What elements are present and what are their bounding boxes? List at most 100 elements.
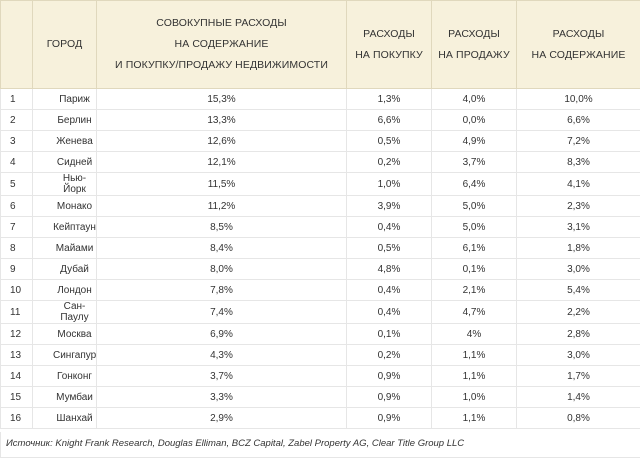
- row-city: Женева: [32, 130, 97, 152]
- row-number: 5: [0, 172, 33, 196]
- row-sell: 4%: [431, 323, 517, 345]
- row-number: 2: [0, 109, 33, 131]
- header-sell-line: НА ПРОДАЖУ: [438, 48, 510, 61]
- row-total: 7,4%: [96, 300, 347, 324]
- row-buy: 0,1%: [346, 323, 432, 345]
- row-total: 3,7%: [96, 365, 347, 387]
- row-total: 12,1%: [96, 151, 347, 173]
- row-sell: 3,7%: [431, 151, 517, 173]
- cost-table-container: ГОРОД СОВОКУПНЫЕ РАСХОДЫ НА СОДЕРЖАНИЕ И…: [0, 0, 640, 429]
- row-number: 7: [0, 216, 33, 238]
- header-number: [0, 0, 33, 89]
- row-number: 6: [0, 195, 33, 217]
- table-row: 13 Сингапур 4,3% 0,2% 1,1% 3,0%: [0, 344, 640, 366]
- row-total: 4,3%: [96, 344, 347, 366]
- row-city: Монако: [32, 195, 97, 217]
- row-maint: 10,0%: [516, 88, 640, 110]
- row-buy: 0,4%: [346, 279, 432, 301]
- row-city: Гонконг: [32, 365, 97, 387]
- row-total: 15,3%: [96, 88, 347, 110]
- row-maint: 2,2%: [516, 300, 640, 324]
- row-maint: 5,4%: [516, 279, 640, 301]
- table-row: 1 Париж 15,3% 1,3% 4,0% 10,0%: [0, 88, 640, 110]
- row-city: Москва: [32, 323, 97, 345]
- row-buy: 0,5%: [346, 130, 432, 152]
- row-city: Сидней: [32, 151, 97, 173]
- row-maint: 1,7%: [516, 365, 640, 387]
- header-city: ГОРОД: [32, 0, 97, 89]
- header-sale-costs: РАСХОДЫ НА ПРОДАЖУ: [431, 0, 517, 89]
- row-sell: 1,0%: [431, 386, 517, 408]
- row-city: Дубай: [32, 258, 97, 280]
- row-number: 10: [0, 279, 33, 301]
- header-sell-line: РАСХОДЫ: [448, 27, 500, 40]
- table-row: 14 Гонконг 3,7% 0,9% 1,1% 1,7%: [0, 365, 640, 387]
- row-buy: 4,8%: [346, 258, 432, 280]
- row-sell: 1,1%: [431, 365, 517, 387]
- row-number: 9: [0, 258, 33, 280]
- table-row: 3 Женева 12,6% 0,5% 4,9% 7,2%: [0, 130, 640, 152]
- table-row: 2 Берлин 13,3% 6,6% 0,0% 6,6%: [0, 109, 640, 131]
- row-sell: 2,1%: [431, 279, 517, 301]
- table-row: 9 Дубай 8,0% 4,8% 0,1% 3,0%: [0, 258, 640, 280]
- header-maint-line: РАСХОДЫ: [552, 27, 605, 40]
- row-number: 16: [0, 407, 33, 429]
- row-buy: 0,9%: [346, 386, 432, 408]
- row-total: 12,6%: [96, 130, 347, 152]
- row-maint: 2,3%: [516, 195, 640, 217]
- row-number: 8: [0, 237, 33, 259]
- row-maint: 1,4%: [516, 386, 640, 408]
- real-estate-costs-table: ГОРОД СОВОКУПНЫЕ РАСХОДЫ НА СОДЕРЖАНИЕ И…: [0, 0, 640, 429]
- row-maint: 4,1%: [516, 172, 640, 196]
- row-total: 6,9%: [96, 323, 347, 345]
- header-total-line: НА СОДЕРЖАНИЕ: [174, 38, 269, 50]
- row-maint: 1,8%: [516, 237, 640, 259]
- row-city: Шанхай: [32, 407, 97, 429]
- table-row: 5 Нью-Йорк 11,5% 1,0% 6,4% 4,1%: [0, 172, 640, 196]
- row-maint: 3,0%: [516, 344, 640, 366]
- row-total: 8,4%: [96, 237, 347, 259]
- table-row: 16 Шанхай 2,9% 0,9% 1,1% 0,8%: [0, 407, 640, 429]
- row-sell: 4,9%: [431, 130, 517, 152]
- header-maintenance-costs: РАСХОДЫ НА СОДЕРЖАНИЕ: [516, 0, 640, 89]
- row-buy: 0,9%: [346, 407, 432, 429]
- row-city: Лондон: [32, 279, 97, 301]
- row-city: Сингапур: [32, 344, 97, 366]
- row-maint: 3,1%: [516, 216, 640, 238]
- row-sell: 5,0%: [431, 195, 517, 217]
- header-total-costs: СОВОКУПНЫЕ РАСХОДЫ НА СОДЕРЖАНИЕ И ПОКУП…: [96, 0, 347, 89]
- row-buy: 0,4%: [346, 216, 432, 238]
- header-buy-line: НА ПОКУПКУ: [355, 48, 423, 61]
- table-row: 7 Кейптаун 8,5% 0,4% 5,0% 3,1%: [0, 216, 640, 238]
- row-buy: 0,4%: [346, 300, 432, 324]
- row-number: 14: [0, 365, 33, 387]
- row-maint: 6,6%: [516, 109, 640, 131]
- row-sell: 6,1%: [431, 237, 517, 259]
- row-sell: 1,1%: [431, 344, 517, 366]
- source-note: Источник: Knight Frank Research, Douglas…: [0, 432, 640, 458]
- row-city: Париж: [32, 88, 97, 110]
- row-sell: 0,0%: [431, 109, 517, 131]
- row-sell: 4,0%: [431, 88, 517, 110]
- table-header: ГОРОД СОВОКУПНЫЕ РАСХОДЫ НА СОДЕРЖАНИЕ И…: [0, 0, 640, 89]
- row-total: 8,0%: [96, 258, 347, 280]
- row-total: 7,8%: [96, 279, 347, 301]
- row-city: Берлин: [32, 109, 97, 131]
- row-buy: 1,0%: [346, 172, 432, 196]
- row-maint: 7,2%: [516, 130, 640, 152]
- row-maint: 8,3%: [516, 151, 640, 173]
- row-maint: 2,8%: [516, 323, 640, 345]
- row-total: 11,5%: [96, 172, 347, 196]
- row-total: 3,3%: [96, 386, 347, 408]
- header-total-line: СОВОКУПНЫЕ РАСХОДЫ: [156, 17, 287, 29]
- row-total: 13,3%: [96, 109, 347, 131]
- row-sell: 5,0%: [431, 216, 517, 238]
- row-city: Сан-Паулу: [32, 300, 97, 324]
- table-body: 1 Париж 15,3% 1,3% 4,0% 10,0% 2 Берлин 1…: [0, 88, 640, 429]
- row-number: 3: [0, 130, 33, 152]
- row-city: Нью-Йорк: [32, 172, 97, 196]
- row-buy: 1,3%: [346, 88, 432, 110]
- row-total: 8,5%: [96, 216, 347, 238]
- row-number: 11: [0, 300, 33, 324]
- row-buy: 6,6%: [346, 109, 432, 131]
